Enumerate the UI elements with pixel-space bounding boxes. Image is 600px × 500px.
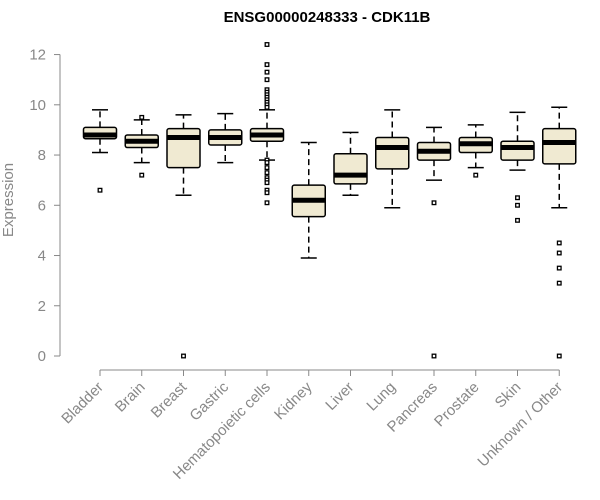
outlier-point (264, 62, 270, 68)
outlier-point (473, 172, 479, 178)
x-tick-label: Prostate (431, 379, 483, 431)
y-tick-label: 10 (29, 97, 46, 114)
box-lung (375, 109, 410, 209)
box-liver (333, 131, 368, 196)
outlier-point (556, 250, 562, 256)
iqr-box (500, 140, 535, 161)
outlier-point (97, 187, 103, 193)
box-gastric (208, 112, 243, 164)
y-tick-label: 4 (38, 248, 46, 265)
x-tick-label: Lung (363, 379, 399, 415)
outlier-point (264, 42, 270, 47)
chart-title: ENSG00000248333 - CDK11B (224, 9, 431, 26)
outlier-point (264, 170, 270, 176)
outlier-point (431, 200, 437, 206)
outlier-point (264, 69, 270, 75)
y-axis: 0 2 4 6 8 10 12 (29, 47, 61, 365)
iqr-box (333, 153, 368, 185)
box-prostate (458, 124, 493, 178)
box-bladder (82, 109, 118, 193)
outlier-point (139, 172, 145, 178)
y-tick-label: 2 (38, 298, 46, 315)
outlier-point (556, 265, 562, 271)
outlier-point (264, 165, 270, 171)
y-tick-label: 6 (38, 197, 46, 214)
y-axis-label: Expression (0, 163, 17, 237)
outlier-point (556, 240, 562, 246)
box-skin (500, 111, 535, 223)
boxes-group (82, 42, 577, 359)
x-tick-label: Liver (322, 379, 357, 414)
x-tick-label: Skin (492, 379, 525, 412)
y-tick-label: 0 (38, 348, 46, 365)
y-tick-label: 8 (38, 147, 46, 164)
outlier-point (431, 353, 437, 359)
box-hematopoietic-cells (249, 42, 285, 206)
iqr-box (166, 127, 201, 169)
iqr-box (542, 127, 577, 165)
box-brain (124, 114, 159, 178)
iqr-box (375, 136, 410, 170)
outlier-point (264, 77, 270, 83)
box-breast (166, 114, 201, 359)
outlier-point (264, 160, 270, 166)
outlier-point (515, 195, 520, 201)
outlier-point (264, 180, 270, 186)
outlier-point (264, 104, 270, 110)
outlier-point (181, 353, 186, 359)
outlier-point (556, 280, 562, 286)
box-kidney (291, 141, 326, 259)
x-tick-label: Bladder (58, 379, 107, 428)
outlier-point (264, 190, 270, 196)
x-tick-label: Brain (112, 379, 149, 416)
outlier-point (515, 217, 520, 223)
box-pancreas (416, 126, 452, 359)
outlier-point (139, 114, 145, 120)
y-tick-label: 12 (29, 47, 46, 64)
outlier-point (264, 200, 270, 206)
outlier-point (515, 202, 520, 208)
box-unknown-other (542, 106, 577, 359)
outlier-point (556, 353, 562, 359)
x-tick-label: Breast (148, 378, 191, 421)
x-tick-label: Kidney (271, 378, 316, 423)
